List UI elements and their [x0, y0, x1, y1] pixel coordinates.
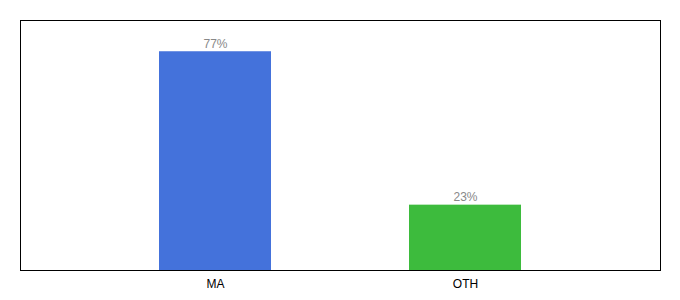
svg-text:23%: 23%	[453, 190, 477, 204]
svg-text:MA: MA	[207, 277, 225, 291]
svg-text:77%: 77%	[203, 37, 227, 51]
svg-text:OTH: OTH	[453, 277, 478, 291]
